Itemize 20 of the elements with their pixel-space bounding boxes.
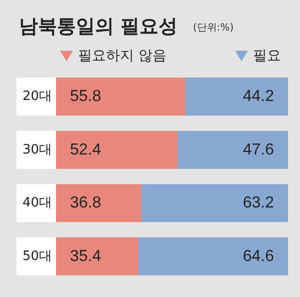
y-tick-label: 50대 <box>22 248 52 264</box>
chart-title: 남북통일의 필요성 <box>19 16 178 38</box>
data-label: 47.6 <box>242 141 274 158</box>
data-label: 63.2 <box>242 194 274 212</box>
bar <box>178 130 288 169</box>
data-label: 35.4 <box>70 248 102 265</box>
y-tick-label: 40대 <box>22 196 52 211</box>
y-tick-label: 20대 <box>22 89 52 104</box>
data-label: 36.8 <box>70 194 102 212</box>
legend-label: 필요 <box>253 48 281 64</box>
y-tick-label: 30대 <box>22 142 52 158</box>
bar <box>141 184 288 222</box>
legend-label: 필요하지 않음 <box>78 48 166 64</box>
data-label: 52.4 <box>70 141 102 158</box>
data-label: 55.8 <box>70 88 102 106</box>
data-label: 44.2 <box>242 88 274 106</box>
data-label: 64.6 <box>242 248 274 265</box>
bar <box>185 78 288 116</box>
chart-subtitle: (단위:%) <box>193 22 234 34</box>
bar <box>138 237 288 276</box>
